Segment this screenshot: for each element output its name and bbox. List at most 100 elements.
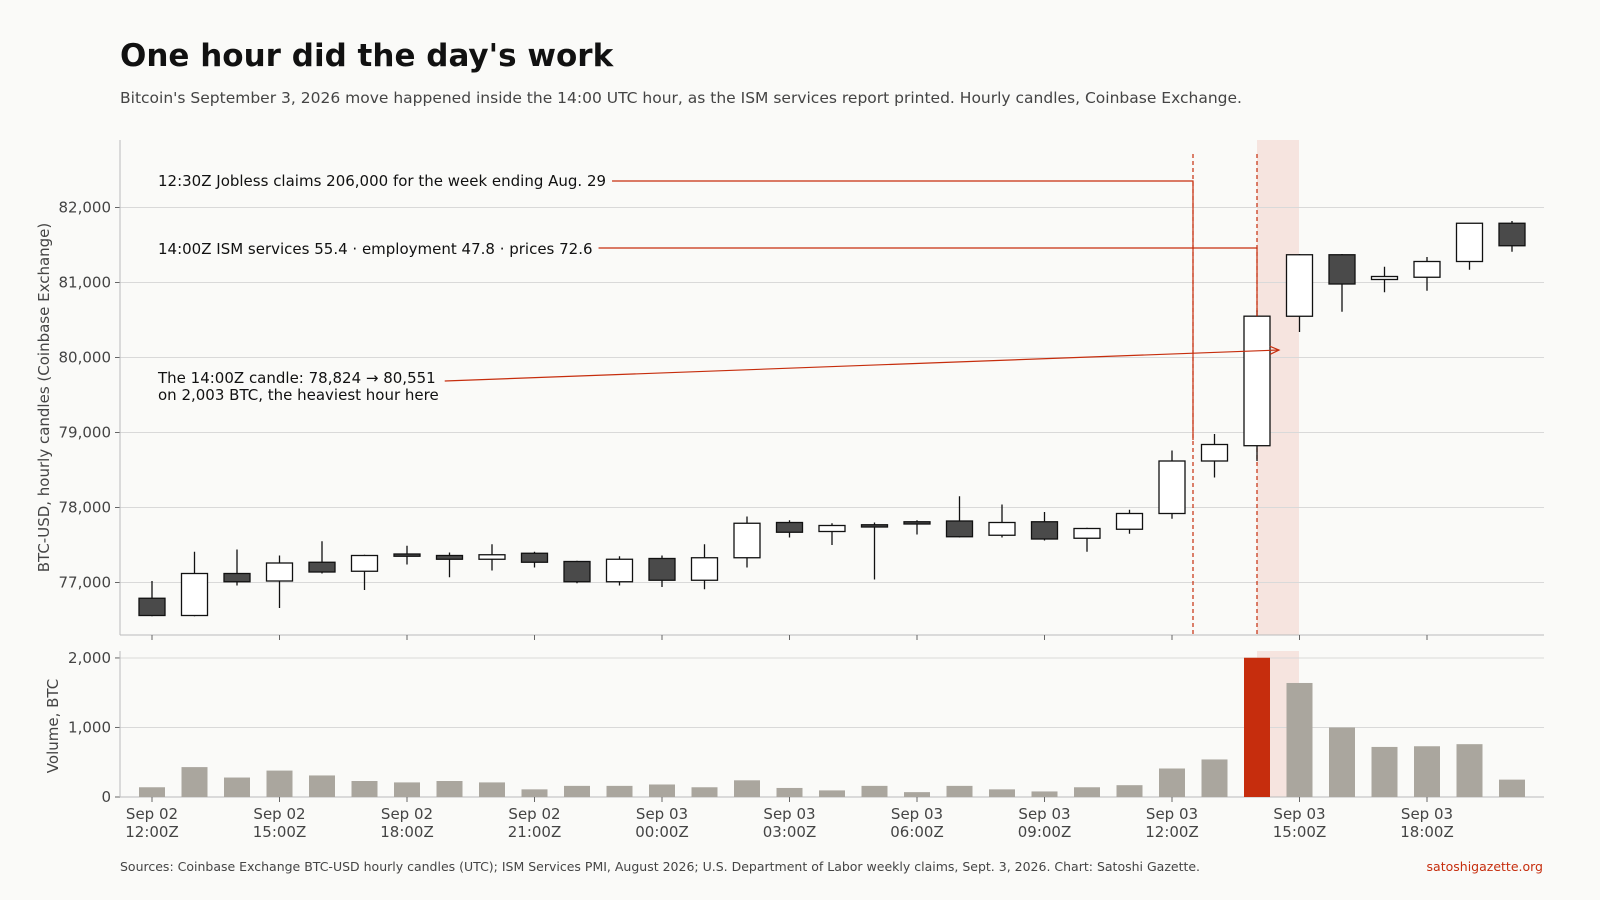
candle-down: [860, 524, 889, 528]
volume-bar: [1499, 779, 1525, 797]
xtick-label-time: 09:00Z: [1018, 823, 1072, 841]
volume-bar: [649, 784, 675, 797]
volume-ytick-label: 1,000: [68, 718, 111, 736]
volume-bar: [904, 792, 930, 797]
annotation-candle-line1: The 14:00Z candle: 78,824 → 80,551: [157, 369, 436, 387]
xtick-label-time: 18:00Z: [1400, 823, 1454, 841]
price-ytick-label: 79,000: [59, 424, 112, 442]
volume-bar: [564, 785, 590, 797]
volume-bar: [1456, 744, 1483, 797]
candle-down: [648, 557, 676, 581]
volume-bar: [1201, 759, 1228, 797]
volume-bar: [1116, 785, 1143, 797]
volume-bar: [606, 785, 633, 797]
volume-bar: [1371, 746, 1398, 797]
xtick-label-time: 21:00Z: [508, 823, 562, 841]
candle-down: [563, 560, 591, 583]
volume-bar: [946, 785, 973, 797]
volume-bar: [989, 789, 1015, 797]
volume-bar: [734, 780, 760, 797]
candle-up: [478, 554, 506, 560]
volume-bar: [776, 787, 803, 797]
candle-up: [1158, 460, 1186, 515]
xtick-label-time: 03:00Z: [763, 823, 817, 841]
candle-up: [1243, 315, 1271, 447]
volume-bar: [1286, 682, 1313, 797]
xtick-label-time: 18:00Z: [380, 823, 434, 841]
volume-bar: [436, 781, 463, 797]
candle-down: [393, 553, 421, 557]
xtick-label-date: Sep 03: [636, 805, 688, 823]
candle-up: [180, 572, 209, 617]
volume-bar: [351, 781, 378, 797]
candle-down: [1328, 254, 1356, 285]
xtick-label-time: 15:00Z: [1273, 823, 1327, 841]
volume-bar: [691, 787, 718, 797]
volume-bar: [479, 782, 505, 797]
volume-bar: [819, 790, 845, 797]
volume-bar: [224, 777, 250, 797]
xtick-label-time: 12:00Z: [1145, 823, 1199, 841]
candle-down: [223, 572, 251, 583]
xtick-label-date: Sep 02: [381, 805, 433, 823]
candle-up: [265, 562, 294, 582]
annotation-ism: 14:00Z ISM services 55.4 · employment 47…: [158, 240, 593, 258]
xtick-label-date: Sep 03: [891, 805, 943, 823]
leader-ism: [598, 247, 1258, 317]
leader-jobless-claims: [612, 180, 1194, 440]
candle-up: [1455, 222, 1484, 263]
candle-up: [1413, 260, 1441, 278]
candle-up: [690, 557, 719, 581]
candle-up: [1073, 527, 1101, 539]
xtick-label-time: 06:00Z: [890, 823, 944, 841]
xtick-label-time: 15:00Z: [253, 823, 307, 841]
volume-bar: [1329, 727, 1355, 797]
volume-bar: [861, 785, 888, 797]
annotation-candle-line2: on 2,003 BTC, the heaviest hour here: [158, 386, 439, 404]
candle-up: [1285, 254, 1314, 317]
volume-bar: [1031, 791, 1058, 797]
candle-down: [1030, 521, 1059, 540]
sources-footnote: Sources: Coinbase Exchange BTC-USD hourl…: [120, 859, 1201, 874]
volume-bar: [309, 775, 335, 797]
arrowhead: [1269, 345, 1281, 355]
candle-up: [1370, 275, 1399, 281]
candle-down: [308, 561, 336, 573]
volume-bar: [1414, 746, 1440, 797]
volume-bar: [521, 789, 548, 797]
candle-down: [138, 597, 166, 617]
price-ylabel: BTC-USD, hourly candles (Coinbase Exchan…: [35, 223, 53, 573]
volume-ytick-label: 2,000: [68, 649, 111, 667]
xtick-label-date: Sep 03: [1401, 805, 1453, 823]
chart-title: One hour did the day's work: [120, 38, 614, 74]
leader-candle-arrow: [444, 349, 1280, 382]
candle-up: [733, 522, 761, 559]
volume-bar: [1159, 768, 1185, 797]
candle-up: [1200, 443, 1229, 462]
candle-down: [1498, 222, 1526, 247]
site-link[interactable]: satoshigazette.org: [1426, 859, 1543, 874]
price-ytick-label: 78,000: [59, 499, 112, 517]
price-ytick-label: 77,000: [59, 574, 112, 592]
xtick-label-date: Sep 03: [1146, 805, 1198, 823]
candle-down: [775, 521, 804, 533]
volume-bar-highlight: [1244, 657, 1270, 797]
annotation-jobless-claims: 12:30Z Jobless claims 206,000 for the we…: [158, 172, 606, 190]
price-ytick-label: 82,000: [59, 199, 112, 217]
xtick-label-date: Sep 02: [253, 805, 305, 823]
xtick-label-date: Sep 03: [1273, 805, 1325, 823]
xtick-label-date: Sep 02: [508, 805, 560, 823]
candle-down: [945, 520, 974, 538]
candle-up: [988, 521, 1016, 536]
price-ytick-label: 81,000: [59, 274, 112, 292]
volume-bar: [139, 787, 165, 797]
candle-up: [605, 558, 634, 583]
volume-ytick-label: 0: [101, 788, 111, 806]
price-ytick-label: 80,000: [59, 349, 112, 367]
volume-bar: [1074, 787, 1100, 797]
candle-down: [520, 552, 549, 563]
candle-up: [818, 524, 846, 533]
candle-down: [435, 554, 464, 560]
candle-up: [350, 554, 379, 572]
